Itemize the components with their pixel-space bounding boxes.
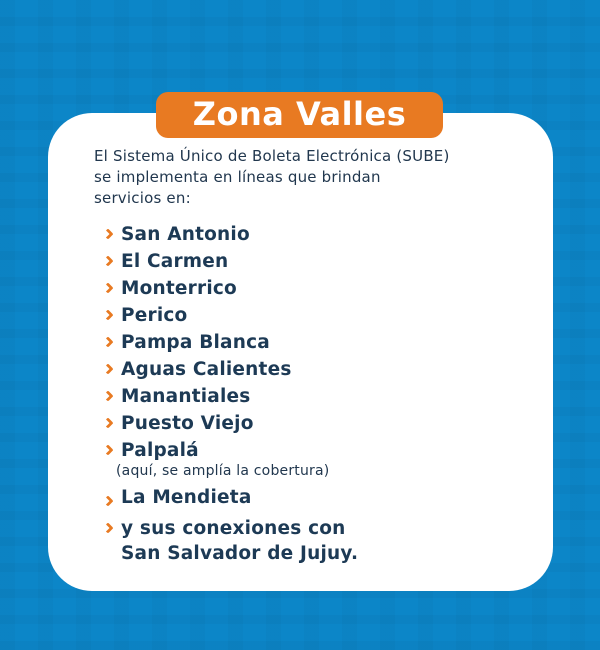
list-item: El Carmen xyxy=(102,251,525,272)
chevron-right-icon xyxy=(102,390,114,402)
chevron-right-icon xyxy=(102,363,114,375)
list-item: Puesto Viejo xyxy=(102,413,525,434)
list-item: San Antonio xyxy=(102,224,525,245)
list-item: Pampa Blanca xyxy=(102,332,525,353)
list-item-label: San Antonio xyxy=(121,224,250,245)
list-item: La Mendieta xyxy=(102,487,525,508)
card-content: El Sistema Único de Boleta Electrónica (… xyxy=(94,146,525,571)
chevron-right-icon xyxy=(102,522,114,534)
list-item-label: y sus conexiones con San Salvador de Juj… xyxy=(121,519,358,563)
chevron-right-icon xyxy=(102,336,114,348)
chevron-right-icon xyxy=(102,228,114,240)
list-item: Monterrico xyxy=(102,278,525,299)
zone-title: Zona Valles xyxy=(192,94,407,133)
list-item: Perico xyxy=(102,305,525,326)
list-item-label-text: Palpalá xyxy=(121,440,199,461)
intro-line: se implementa en líneas que brindan xyxy=(94,168,381,186)
list-item-label: Pampa Blanca xyxy=(121,332,270,353)
list-item-label: Palpalá (aquí, se amplía la cobertura) xyxy=(116,440,329,480)
intro-line: El Sistema Único de Boleta Electrónica (… xyxy=(94,147,450,165)
intro-text: El Sistema Único de Boleta Electrónica (… xyxy=(94,146,525,209)
list-item-palpala: Palpalá (aquí, se amplía la cobertura) xyxy=(102,440,525,480)
chevron-right-icon xyxy=(102,282,114,294)
list-item-label: Monterrico xyxy=(121,278,237,299)
list-item: Aguas Calientes xyxy=(102,359,525,380)
list-item-label: Aguas Calientes xyxy=(121,359,292,380)
list-item-label: La Mendieta xyxy=(121,487,252,508)
locations-list: San Antonio El Carmen Monterrico Perico … xyxy=(102,224,525,563)
list-item-label: Perico xyxy=(121,305,188,326)
intro-line: servicios en: xyxy=(94,189,191,207)
list-item-label: El Carmen xyxy=(121,251,229,272)
chevron-right-icon xyxy=(102,495,114,507)
chevron-right-icon xyxy=(102,417,114,429)
chevron-right-icon xyxy=(102,444,114,456)
list-item-label: Manantiales xyxy=(121,386,251,407)
zone-title-banner: Zona Valles xyxy=(156,92,443,138)
list-item-label: Puesto Viejo xyxy=(121,413,254,434)
chevron-right-icon xyxy=(102,309,114,321)
content-card: El Sistema Único de Boleta Electrónica (… xyxy=(48,113,553,591)
list-item-label-line2: San Salvador de Jujuy. xyxy=(121,543,359,564)
list-item: Manantiales xyxy=(102,386,525,407)
list-item-label-text: y sus conexiones con xyxy=(121,518,346,539)
list-item-note: (aquí, se amplía la cobertura) xyxy=(116,463,330,479)
chevron-right-icon xyxy=(102,255,114,267)
list-item-connections: y sus conexiones con San Salvador de Juj… xyxy=(102,519,525,563)
